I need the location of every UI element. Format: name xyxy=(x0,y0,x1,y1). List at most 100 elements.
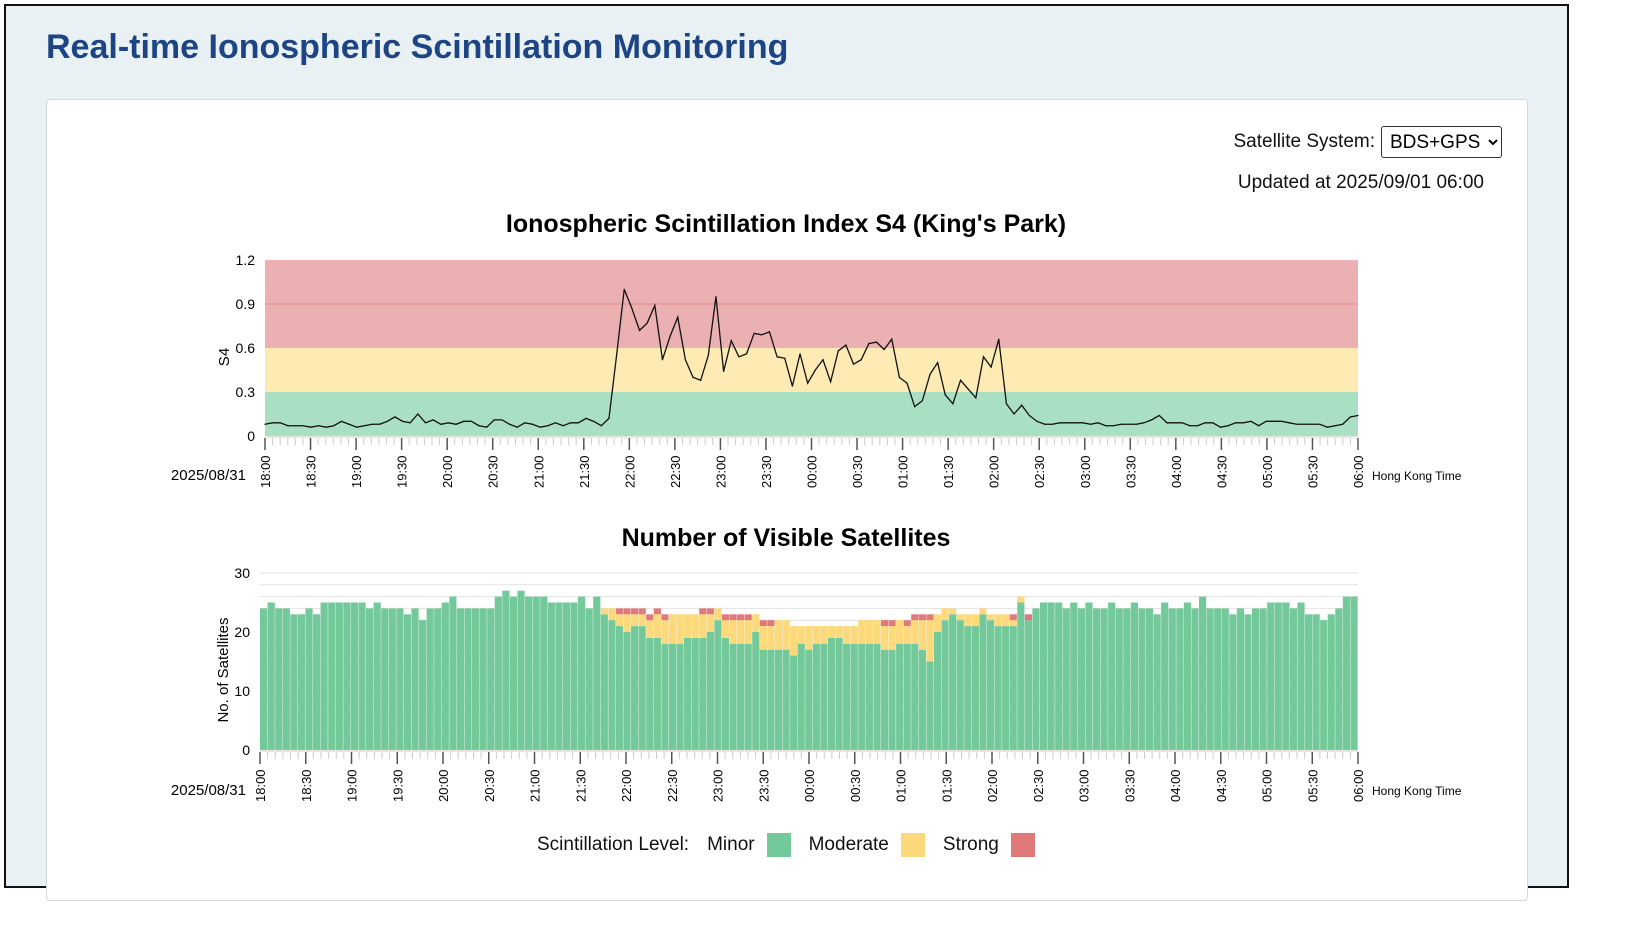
s4-data-point xyxy=(463,420,465,422)
sat-y-tick-label: 30 xyxy=(234,565,250,581)
sat-bar-moderate xyxy=(865,620,873,644)
sat-bar-minor xyxy=(1335,608,1343,750)
sat-bar-moderate xyxy=(608,608,616,621)
s4-data-point xyxy=(363,425,365,427)
sat-bar-moderate xyxy=(903,626,911,644)
s4-data-point xyxy=(837,350,839,352)
s4-data-point xyxy=(906,382,908,384)
s4-data-point xyxy=(447,422,450,424)
sat-bar-moderate xyxy=(699,614,707,638)
sat-bar-minor xyxy=(1062,608,1070,750)
s4-data-point xyxy=(1158,414,1160,417)
sat-bar-strong xyxy=(721,614,730,621)
sat-bar-minor xyxy=(487,608,495,750)
sat-bar-minor xyxy=(608,620,616,750)
s4-x-tick-label: 23:00 xyxy=(713,455,728,488)
sat-x-tick-label: 02:30 xyxy=(1031,769,1046,802)
sat-bar-minor xyxy=(517,590,525,750)
s4-data-point xyxy=(1273,420,1275,422)
sat-bar-moderate xyxy=(721,620,730,638)
s4-data-point xyxy=(394,416,396,418)
sat-bar-minor xyxy=(805,649,813,750)
sat-bar-moderate xyxy=(668,614,677,644)
s4-data-point xyxy=(1334,425,1336,427)
s4-data-point xyxy=(914,406,916,408)
s4-data-point xyxy=(340,420,343,422)
sat-bar-strong xyxy=(638,608,646,615)
s4-data-point xyxy=(723,370,725,373)
legend-title: Scintillation Level: xyxy=(537,834,690,855)
s4-x-tick-label: 21:30 xyxy=(577,455,592,488)
s4-data-point xyxy=(417,413,419,415)
sat-bar-minor xyxy=(328,602,336,750)
sat-bar-minor xyxy=(752,632,760,750)
s4-data-point xyxy=(317,425,320,427)
s4-data-point xyxy=(386,420,388,422)
sat-bar-minor xyxy=(1267,602,1275,750)
sat-bar-minor xyxy=(1221,608,1229,750)
s4-data-point xyxy=(1288,422,1290,424)
s4-data-point xyxy=(1303,423,1306,425)
s4-data-point xyxy=(1181,422,1183,424)
sat-bar-minor xyxy=(1297,602,1305,750)
sat-bar-minor xyxy=(1017,602,1025,750)
s4-data-point xyxy=(1151,419,1153,421)
s4-data-point xyxy=(531,423,534,425)
s4-data-point xyxy=(1242,422,1244,424)
s4-data-point xyxy=(1189,425,1191,427)
s4-x-tick-label: 00:30 xyxy=(850,455,865,488)
sat-bar-moderate xyxy=(684,614,692,638)
s4-data-point xyxy=(401,420,404,422)
s4-data-point xyxy=(761,334,763,336)
sat-bar-minor xyxy=(956,620,964,750)
sat-x-tick-label: 00:00 xyxy=(802,769,817,802)
s4-data-point xyxy=(845,344,847,346)
sat-bar-minor xyxy=(744,643,752,750)
s4-data-point xyxy=(379,423,381,425)
s4-data-point xyxy=(1066,422,1069,424)
sat-bar-moderate xyxy=(774,620,783,650)
sat-bar-minor xyxy=(1229,614,1237,750)
sat-bar-minor xyxy=(646,637,654,750)
s4-data-point xyxy=(1227,425,1229,427)
sat-bar-minor xyxy=(759,649,767,750)
sat-x-tick-label: 20:00 xyxy=(436,769,451,802)
sat-x-tick-label: 22:00 xyxy=(619,769,634,802)
sat-bar-minor xyxy=(1002,626,1010,750)
satellite-system-select[interactable]: BDS+GPS xyxy=(1381,126,1502,158)
s4-data-point xyxy=(776,356,778,358)
s4-y-tick-label: 0.3 xyxy=(236,384,256,400)
sat-bar-minor xyxy=(1108,602,1116,750)
sat-bar-moderate xyxy=(729,620,737,644)
sat-bar-minor xyxy=(1138,608,1146,750)
s4-data-point xyxy=(982,356,985,358)
s4-data-point xyxy=(1250,420,1252,422)
sat-bar-minor xyxy=(282,608,290,750)
sat-bar-moderate xyxy=(911,620,919,644)
sat-bar-minor xyxy=(1191,608,1199,750)
s4-data-point xyxy=(493,419,495,421)
sat-bar-minor xyxy=(1047,602,1055,750)
sat-bar-moderate xyxy=(714,608,722,621)
s4-data-point xyxy=(554,422,557,424)
s4-data-point xyxy=(615,354,618,356)
sat-bar-moderate xyxy=(949,608,957,615)
sat-bar-minor xyxy=(1070,602,1078,750)
s4-date-label: 2025/08/31 xyxy=(171,467,246,484)
sat-bar-minor xyxy=(729,643,737,750)
s4-y-tick-label: 1.2 xyxy=(236,252,256,268)
sat-bar-moderate xyxy=(767,626,775,650)
sat-bar-moderate xyxy=(971,614,979,627)
s4-data-point xyxy=(585,417,587,419)
s4-data-point xyxy=(1280,420,1283,422)
sat-bar-minor xyxy=(782,649,790,750)
sat-bar-minor xyxy=(373,602,381,750)
s4-data-point xyxy=(1005,403,1008,405)
sat-bar-minor xyxy=(1168,608,1176,750)
s4-x-tick-label: 06:00 xyxy=(1351,455,1366,488)
sat-x-tick-label: 05:30 xyxy=(1305,769,1320,802)
satellite-system-control: Satellite System: BDS+GPS xyxy=(1234,126,1502,158)
sat-bar-moderate xyxy=(631,614,639,627)
sat-bar-minor xyxy=(964,626,972,750)
s4-x-tick-label: 20:30 xyxy=(486,455,501,488)
